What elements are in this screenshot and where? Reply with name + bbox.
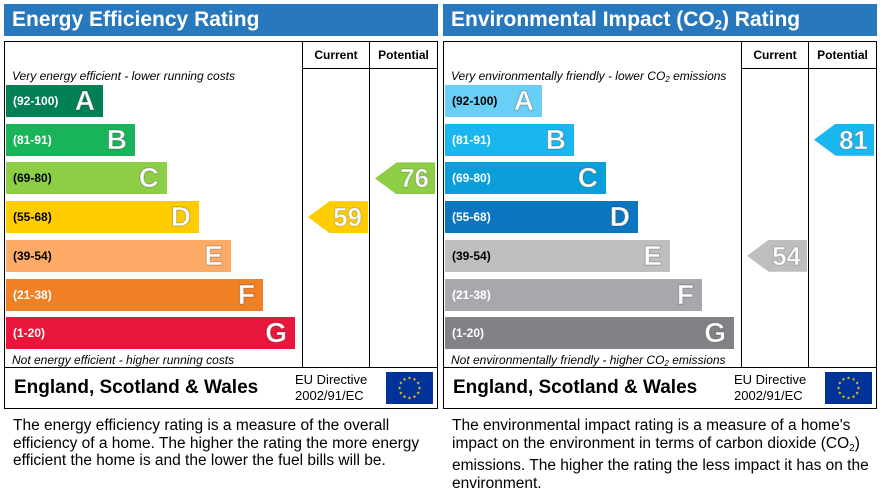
- chart-footer: England, Scotland & Wales EU Directive 2…: [443, 368, 877, 409]
- top-caption: Very environmentally friendly - lower CO…: [451, 69, 727, 84]
- band-range: (81-91): [452, 132, 491, 147]
- rating-band-d: (55-68) D: [6, 201, 199, 234]
- rating-band-b: (81-91) B: [445, 123, 574, 156]
- band-letter: F: [676, 278, 694, 310]
- band-range: (1-20): [452, 326, 485, 341]
- eu-directive-line1: EU Directive: [295, 372, 368, 387]
- potential-rating-arrow: 81: [814, 123, 874, 156]
- band-range: (81-91): [13, 132, 52, 147]
- current-rating-value: 59: [333, 202, 363, 233]
- eu-directive-line1: EU Directive: [734, 372, 807, 387]
- energy-efficiency-title: Energy Efficiency Rating: [4, 4, 438, 36]
- region-label: England, Scotland & Wales: [14, 377, 259, 398]
- chart-footer: England, Scotland & Wales EU Directive 2…: [4, 368, 438, 409]
- top-caption: Very energy efficient - lower running co…: [12, 69, 235, 83]
- band-letter: D: [609, 201, 630, 233]
- band-range: (55-68): [13, 210, 52, 225]
- rating-band-g: (1-20) G: [6, 317, 295, 350]
- band-range: (21-38): [13, 287, 52, 302]
- rating-band-b: (81-91) B: [6, 123, 135, 156]
- potential-column-header: Potential: [817, 48, 868, 62]
- header-divider: [741, 68, 876, 69]
- eu-directive: EU Directive 2002/91/EC: [734, 372, 806, 404]
- environment-rating-chart: Current Potential Very environmentally f…: [443, 41, 877, 368]
- current-rating-value: 54: [772, 240, 802, 271]
- rating-band-a: (92-100) A: [6, 85, 103, 117]
- band-range: (21-38): [452, 287, 491, 302]
- band-range: (55-68): [452, 210, 491, 225]
- energy-efficiency-panel: Energy Efficiency Rating Current Potenti…: [4, 0, 438, 493]
- rating-band-e: (39-54) E: [445, 239, 670, 272]
- band-range: (69-80): [13, 171, 52, 186]
- band-letter: G: [265, 317, 288, 349]
- environmental-impact-title: Environmental Impact (CO2) Rating: [443, 4, 877, 36]
- rating-band-f: (21-38) F: [445, 278, 702, 311]
- eu-directive-line2: 2002/91/EC: [734, 388, 803, 403]
- band-letter: A: [74, 85, 95, 117]
- band-letter: F: [237, 278, 255, 310]
- energy-description: The energy efficiency rating is a measur…: [13, 417, 420, 469]
- rating-band-c: (69-80) C: [445, 162, 606, 195]
- band-letter: C: [138, 162, 159, 194]
- region-label: England, Scotland & Wales: [453, 377, 698, 398]
- column-divider: [369, 42, 370, 367]
- band-letter: D: [170, 201, 191, 233]
- eu-directive: EU Directive 2002/91/EC: [295, 372, 367, 404]
- band-range: (92-100): [452, 94, 498, 108]
- band-letter: G: [704, 317, 727, 349]
- eu-flag-icon: [386, 372, 433, 404]
- current-rating-arrow: 54: [747, 239, 807, 272]
- column-divider: [741, 42, 742, 367]
- header-divider: [302, 68, 437, 69]
- rating-band-f: (21-38) F: [6, 278, 263, 311]
- environment-description: The environmental impact rating is a mea…: [452, 417, 869, 492]
- band-letter: E: [643, 239, 663, 271]
- environmental-impact-panel: Environmental Impact (CO2) Rating Curren…: [443, 0, 877, 493]
- potential-rating-value: 81: [839, 124, 869, 155]
- band-range: (39-54): [13, 248, 52, 263]
- band-letter: E: [204, 239, 224, 271]
- rating-band-d: (55-68) D: [445, 201, 638, 234]
- band-range: (1-20): [13, 326, 46, 341]
- band-letter: B: [545, 123, 566, 155]
- current-column-header: Current: [314, 48, 358, 62]
- band-letter: C: [577, 162, 598, 194]
- band-range: (69-80): [452, 171, 491, 186]
- rating-band-c: (69-80) C: [6, 162, 167, 195]
- potential-rating-value: 76: [400, 163, 430, 194]
- eu-flag-icon: [825, 372, 872, 404]
- band-letter: B: [106, 123, 127, 155]
- rating-band-g: (1-20) G: [445, 317, 734, 350]
- eu-directive-line2: 2002/91/EC: [295, 388, 364, 403]
- energy-rating-chart: Current Potential Very energy efficient …: [4, 41, 438, 368]
- band-range: (92-100): [13, 94, 59, 108]
- potential-rating-arrow: 76: [375, 162, 435, 195]
- rating-band-e: (39-54) E: [6, 239, 231, 272]
- bottom-caption: Not environmentally friendly - higher CO…: [451, 353, 726, 368]
- column-divider: [808, 42, 809, 367]
- column-divider: [302, 42, 303, 367]
- band-letter: A: [513, 85, 534, 117]
- current-column-header: Current: [753, 48, 797, 62]
- band-range: (39-54): [452, 248, 491, 263]
- current-rating-arrow: 59: [308, 201, 368, 234]
- rating-band-a: (92-100) A: [445, 85, 542, 117]
- potential-column-header: Potential: [378, 48, 429, 62]
- bottom-caption: Not energy efficient - higher running co…: [12, 353, 235, 367]
